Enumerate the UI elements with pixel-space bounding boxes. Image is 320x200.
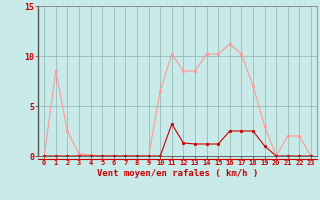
- X-axis label: Vent moyen/en rafales ( km/h ): Vent moyen/en rafales ( km/h ): [97, 169, 258, 178]
